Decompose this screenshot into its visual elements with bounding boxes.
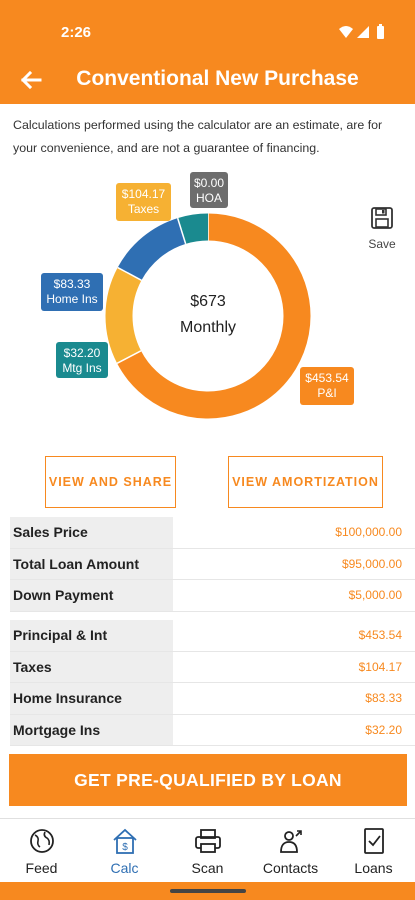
row-value: $83.33 — [173, 683, 415, 714]
svg-text:$: $ — [122, 842, 128, 853]
row-value: $5,000.00 — [173, 580, 415, 611]
callout-value: $0.00 — [194, 176, 224, 190]
status-bar: 2:26 — [0, 0, 415, 62]
save-label: Save — [368, 237, 396, 251]
row-value: $100,000.00 — [173, 517, 415, 548]
donut-slice-mtg-ins — [177, 213, 209, 245]
row-label: Mortgage Ins — [10, 714, 173, 745]
nav-contacts[interactable]: Contacts — [249, 819, 332, 882]
nav-label: Calc — [110, 860, 139, 876]
donut-slice-separator — [116, 350, 142, 364]
donut-slice-separator — [176, 217, 187, 245]
table-row: Principal & Int $453.54 — [10, 620, 415, 652]
payment-breakdown-table: Principal & Int $453.54 Taxes $104.17 Ho… — [10, 620, 415, 746]
row-label: Down Payment — [10, 580, 173, 611]
nav-feed[interactable]: Feed — [0, 819, 83, 882]
callout-value: $32.20 — [64, 346, 101, 360]
floppy-disk-icon — [371, 207, 393, 229]
chart-center-label: Monthly — [180, 319, 236, 336]
donut-slice-taxes — [105, 267, 142, 364]
callout-category: P&I — [317, 386, 336, 400]
battery-icon — [377, 26, 384, 39]
nav-loans[interactable]: Loans — [332, 819, 415, 882]
globe-icon — [29, 829, 54, 853]
status-time: 2:26 — [61, 24, 92, 41]
callout-category: Mtg Ins — [62, 361, 101, 375]
donut-slice-home-ins — [117, 218, 187, 281]
row-value: $32.20 — [173, 714, 415, 745]
loan-details-table: Sales Price $100,000.00 Total Loan Amoun… — [10, 517, 415, 612]
callout-box — [190, 172, 228, 208]
row-label: Total Loan Amount — [10, 548, 173, 579]
table-row: Sales Price $100,000.00 — [10, 517, 415, 549]
table-row: Down Payment $5,000.00 — [10, 580, 415, 612]
wifi-icon — [339, 26, 353, 38]
donut-slice-separator — [117, 266, 142, 281]
callout-value: $453.54 — [305, 371, 349, 385]
callout-value: $104.17 — [122, 187, 166, 201]
nav-calc[interactable]: $ Calc — [83, 819, 166, 882]
table-row: Total Loan Amount $95,000.00 — [10, 548, 415, 580]
save-button[interactable]: Save — [362, 206, 402, 256]
callout-value: $83.33 — [54, 277, 91, 291]
table-row: Mortgage Ins $32.20 — [10, 714, 415, 746]
nav-label: Scan — [191, 860, 224, 876]
view-amortization-button[interactable]: VIEW AMORTIZATION — [228, 456, 383, 508]
callout-category: HOA — [196, 191, 222, 205]
donut-slice-p-i — [117, 213, 311, 419]
app-bar: Conventional New Purchase — [0, 62, 415, 104]
chart-center-value: $673 — [190, 293, 226, 310]
table-row: Home Insurance $83.33 — [10, 683, 415, 715]
row-value: $95,000.00 — [173, 548, 415, 579]
back-arrow-icon[interactable] — [16, 65, 46, 95]
system-status-icons — [339, 24, 384, 39]
nav-label: Feed — [25, 860, 58, 876]
signal-icon — [357, 26, 369, 38]
nav-scan[interactable]: Scan — [166, 819, 249, 882]
chart-callout-p-i: $453.54P&I — [300, 367, 354, 405]
callout-box — [116, 183, 171, 221]
callout-box — [300, 367, 354, 405]
row-label: Taxes — [10, 651, 173, 682]
loans-document-icon — [363, 828, 384, 854]
scanner-icon — [194, 829, 221, 853]
row-label: Principal & Int — [10, 620, 173, 651]
callout-category: Taxes — [128, 202, 159, 216]
row-label: Sales Price — [10, 517, 173, 548]
page-title: Conventional New Purchase — [76, 67, 359, 90]
callout-box — [41, 273, 103, 311]
nav-label: Contacts — [262, 860, 319, 876]
row-label: Home Insurance — [10, 683, 173, 714]
view-and-share-button[interactable]: VIEW AND SHARE — [45, 456, 176, 508]
callout-box — [56, 342, 108, 378]
nav-label: Loans — [354, 860, 393, 876]
table-row: Taxes $104.17 — [10, 651, 415, 683]
bottom-navigation: Feed $ Calc Scan Contacts Loans — [0, 818, 415, 882]
gesture-bar — [0, 882, 415, 900]
callout-category: Home Ins — [46, 292, 97, 306]
row-value: $453.54 — [173, 620, 415, 651]
row-value: $104.17 — [173, 651, 415, 682]
home-gesture-pill — [170, 889, 246, 893]
calculator-house-icon: $ — [112, 828, 137, 854]
get-pre-qualified-button[interactable]: GET PRE-QUALIFIED BY LOAN — [9, 754, 407, 806]
contacts-icon — [279, 830, 302, 853]
disclaimer-text: Calculations performed using the calcula… — [13, 118, 383, 155]
